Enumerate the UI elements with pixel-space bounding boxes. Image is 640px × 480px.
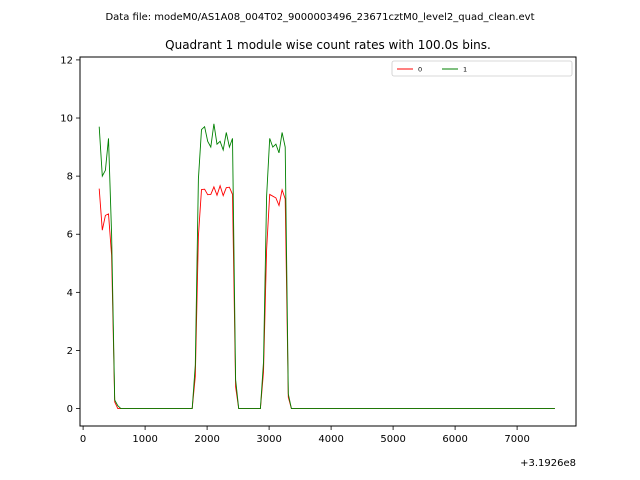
- x-tick-label: 0: [80, 434, 86, 445]
- plot-background: [80, 57, 576, 426]
- x-tick-label: 6000: [442, 434, 467, 445]
- chart-suptitle: Data file: modeM0/AS1A08_004T02_90000034…: [105, 12, 534, 23]
- x-tick-label: 1000: [132, 434, 157, 445]
- series-line-1: [98, 123, 555, 410]
- y-tick-label: 10: [60, 114, 73, 125]
- x-tick-label: 5000: [380, 434, 405, 445]
- y-tick-label: 12: [60, 55, 73, 66]
- x-tick-label: 2000: [194, 434, 219, 445]
- legend-label-1: 1: [463, 66, 467, 74]
- x-tick-label: 3000: [256, 434, 281, 445]
- x-axis: 0 1000 2000 3000 4000 5000 6000 7000: [80, 426, 530, 445]
- y-tick-label: 0: [67, 404, 73, 415]
- y-tick-label: 8: [67, 172, 73, 183]
- axes-frame: [79, 56, 577, 427]
- chart-title: Quadrant 1 module wise count rates with …: [165, 38, 491, 52]
- y-tick-label: 2: [67, 346, 73, 357]
- legend-frame: [391, 60, 573, 77]
- legend-label-0: 0: [418, 66, 422, 74]
- y-axis: 0 2 4 6 8 10 12: [60, 55, 80, 415]
- y-tick-label: 6: [67, 230, 73, 241]
- plot-area: 0 1000 2000 3000 4000 5000 6000 7000 024681012 …: [60, 55, 577, 469]
- y-tick-label: 4: [67, 288, 73, 299]
- series-layer: [98, 123, 555, 410]
- x-offset-label: +3.1926e8: [520, 458, 576, 469]
- x-tick-label: 4000: [318, 434, 343, 445]
- x-tick-label: 7000: [504, 434, 529, 445]
